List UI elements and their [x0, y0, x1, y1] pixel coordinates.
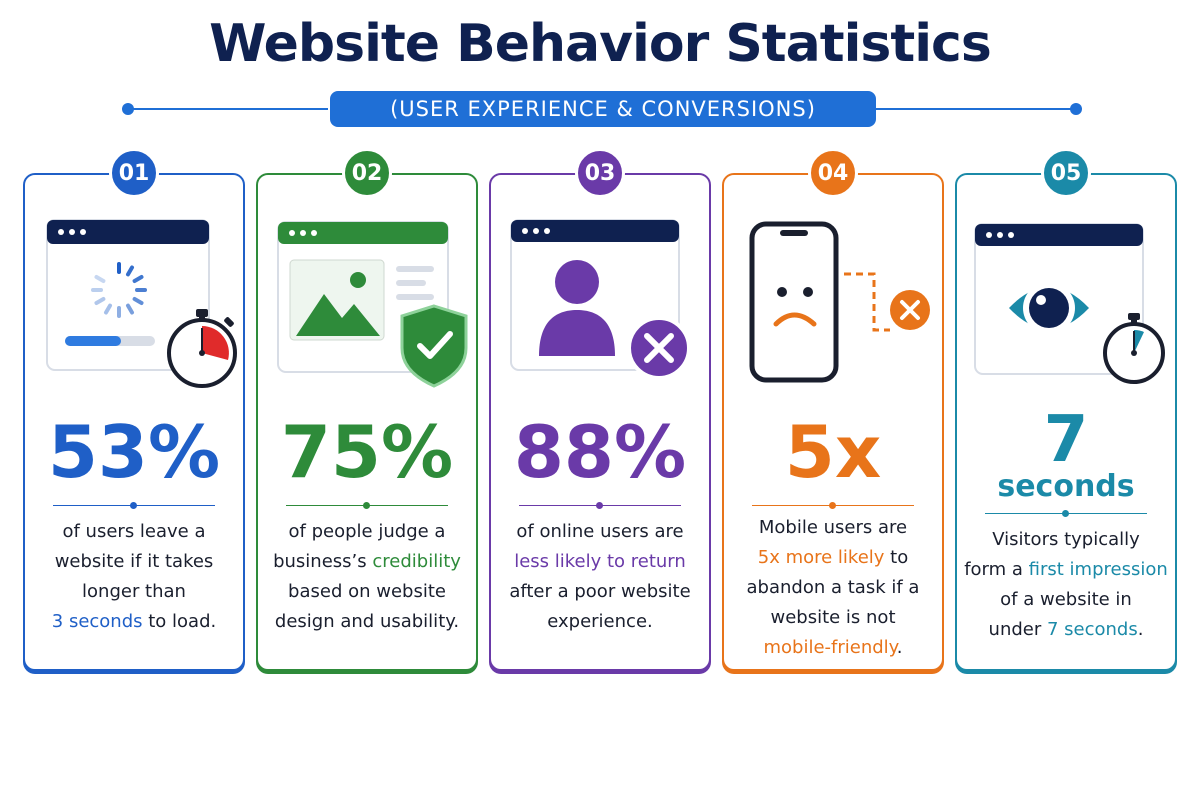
stat-value: 88% [513, 410, 687, 494]
highlight-text: less likely to return [514, 551, 686, 572]
stat-description: of users leave a website if it takes lon… [51, 521, 217, 632]
stat-value: 53% [47, 410, 221, 494]
sad-phone-x-icon [749, 221, 930, 383]
stat-unit: seconds [997, 469, 1135, 504]
stat-card-2: 75% of people judge a business’s credibi… [256, 173, 478, 671]
divider [752, 502, 914, 509]
highlight-text: 5x more likely [757, 547, 885, 568]
subtitle-rule-dot-left [122, 103, 134, 115]
card-number-badge: 01 [109, 148, 159, 198]
highlight-text: first impression [1028, 559, 1168, 580]
divider [53, 502, 215, 509]
image-browser-shield-icon [277, 221, 468, 388]
stat-value: 7 [1043, 403, 1089, 477]
card-number-badge: 04 [808, 148, 858, 198]
stat-description: Mobile users are 5x more likely to aband… [746, 517, 920, 658]
stat-card-1: 53% of users leave a website if it takes… [23, 173, 245, 671]
stat-card-5: 7 seconds Visitors typically form a firs… [955, 173, 1177, 671]
stat-description: of online users are less likely to retur… [509, 521, 691, 632]
divider [519, 502, 681, 509]
highlight-text: 3 seconds [51, 611, 143, 632]
card-number-badge: 03 [575, 148, 625, 198]
subtitle-rule-left [128, 108, 328, 110]
page-title: Website Behavior Statistics [209, 14, 992, 74]
page-subtitle: (USER EXPERIENCE & CONVERSIONS) [330, 91, 876, 127]
eye-browser-stopwatch-icon [974, 223, 1165, 384]
stat-description: Visitors typically form a first impressi… [964, 529, 1168, 640]
stat-value: 75% [280, 410, 454, 494]
stat-value: 5x [784, 410, 882, 494]
highlight-text: credibility [372, 551, 461, 572]
stat-description: of people judge a business’s credibility… [273, 521, 461, 632]
stat-card-4: 5x Mobile users are 5x more likely to ab… [722, 173, 944, 671]
highlight-text: 7 seconds [1046, 619, 1138, 640]
subtitle-rule-dot-right [1070, 103, 1082, 115]
card-number-badge: 05 [1041, 148, 1091, 198]
card-number-badge: 02 [342, 148, 392, 198]
divider [286, 502, 448, 509]
subtitle-rule-right [876, 108, 1076, 110]
divider [985, 510, 1147, 517]
highlight-text: mobile-friendly [763, 637, 897, 658]
loading-browser-stopwatch-icon [46, 219, 237, 388]
user-browser-x-icon [510, 219, 691, 380]
stat-card-3: 88% of online users are less likely to r… [489, 173, 711, 671]
